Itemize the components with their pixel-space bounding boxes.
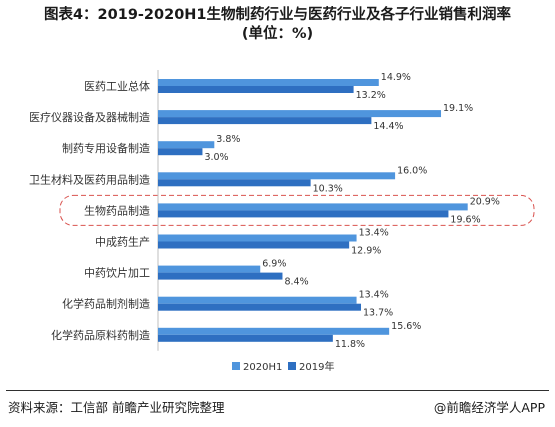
data-label: 19.6%: [450, 214, 480, 225]
bar-2020h1: [158, 79, 379, 86]
bar-2019: [158, 303, 362, 311]
source-note: 资料来源：工信部 前瞻产业研究院整理: [8, 400, 225, 415]
category-label: 生物药品制造: [84, 203, 150, 217]
bar-2020h1: [158, 203, 468, 211]
bar-2020h1: [158, 296, 357, 304]
data-label: 19.1%: [443, 103, 473, 114]
data-label: 13.7%: [363, 308, 393, 319]
data-label: 20.9%: [470, 196, 500, 207]
bar-2020h1: [158, 234, 357, 242]
bar-2019: [158, 272, 283, 280]
data-label: 11.8%: [335, 339, 365, 350]
data-label: 12.9%: [351, 246, 381, 257]
legend-label: 2019年: [299, 360, 334, 373]
highlight-box: [59, 194, 535, 226]
category-label: 制药专用设备制造: [62, 141, 150, 155]
bar-2019: [158, 86, 354, 93]
bar-2019: [158, 117, 372, 125]
data-label: 8.4%: [284, 277, 308, 288]
data-label: 15.6%: [391, 321, 421, 332]
category-label: 医疗仪器设备及器械制造: [29, 110, 150, 124]
legend-swatch: [232, 362, 240, 370]
category-label: 卫生材料及医药用品制造: [29, 172, 150, 186]
data-label: 6.9%: [262, 259, 286, 270]
category-label: 化学药品原料药制造: [51, 328, 150, 342]
data-label: 14.9%: [381, 72, 411, 83]
data-label: 13.4%: [359, 290, 389, 301]
brand-credit: @前瞻经济学人APP: [433, 400, 545, 415]
category-label: 医药工业总体: [84, 79, 150, 93]
title-line-2: (单位：%): [241, 26, 314, 42]
bar-2020h1: [158, 110, 442, 118]
bar-2019: [158, 334, 333, 342]
bar-2020h1: [158, 265, 261, 273]
data-label: 16.0%: [397, 165, 427, 176]
footer-divider: [6, 390, 549, 391]
data-label: 3.0%: [204, 152, 228, 163]
data-label: 13.4%: [359, 228, 389, 239]
bar-2019: [158, 148, 203, 156]
category-label: 化学药品制剂制造: [62, 297, 150, 311]
bar-2019: [158, 241, 350, 249]
data-label: 3.8%: [216, 134, 240, 145]
bar-2019: [158, 210, 449, 218]
legend-swatch: [288, 362, 296, 370]
chart-title: 图表4：2019-2020H1生物制药行业与医药行业及各子行业销售利润率 (单位…: [0, 6, 555, 44]
category-label: 中药饮片加工: [84, 267, 150, 280]
data-label: 13.2%: [356, 90, 386, 101]
bar-2019: [158, 179, 311, 187]
title-line-1: 图表4：2019-2020H1生物制药行业与医药行业及各子行业销售利润率: [43, 7, 512, 23]
data-label: 10.3%: [313, 183, 343, 194]
legend-label: 2020H1: [243, 362, 282, 373]
bar-2020h1: [158, 327, 390, 335]
bar-2020h1: [158, 172, 396, 180]
bar-chart: 医药工业总体医疗仪器设备及器械制造制药专用设备制造卫生材料及医药用品制造生物药品…: [29, 70, 535, 373]
category-label: 中成药生产: [95, 235, 150, 249]
data-label: 14.4%: [373, 121, 403, 132]
bar-2020h1: [158, 141, 215, 149]
